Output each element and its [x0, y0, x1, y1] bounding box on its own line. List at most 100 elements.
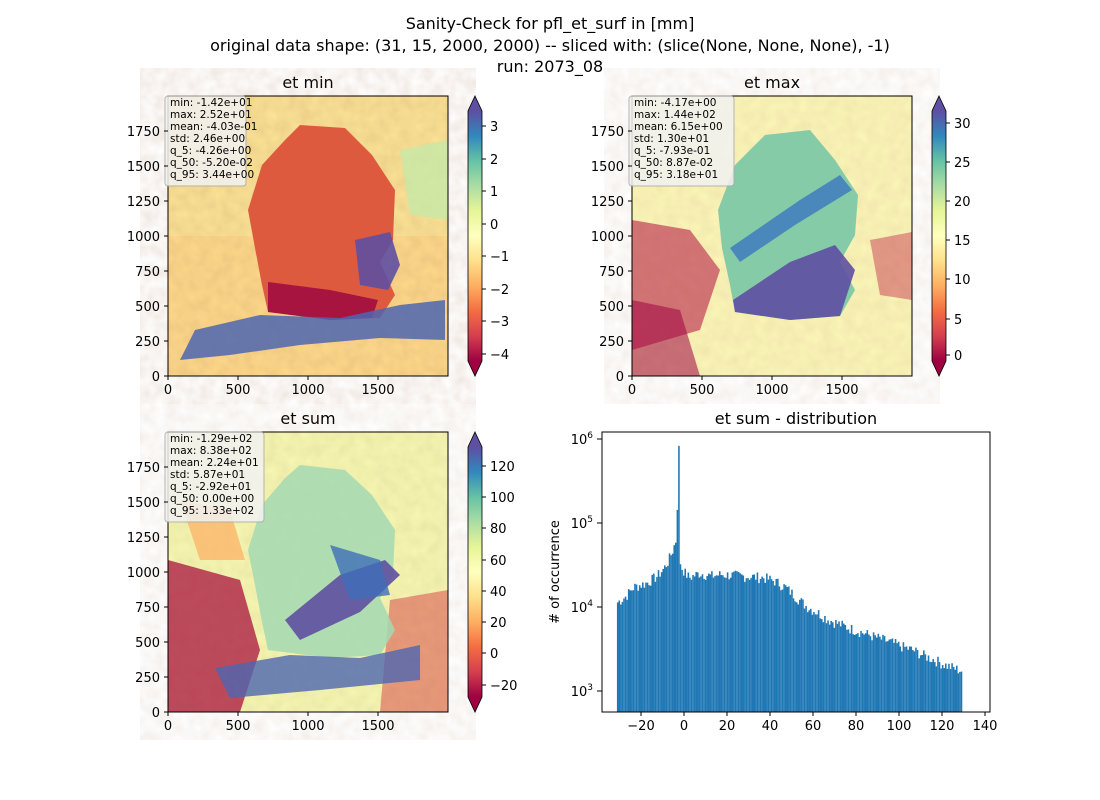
colorbar-tick-label: 30	[954, 117, 971, 132]
y-tick: 1750	[591, 125, 632, 140]
colorbar-tick: 0	[482, 647, 498, 662]
histogram-bar	[788, 586, 790, 712]
histogram-bar	[879, 636, 881, 712]
colorbar-tick: −20	[482, 679, 517, 694]
x-axis: −20 0 20 40 60 80 100 120 140	[627, 712, 997, 734]
histogram-bar	[712, 577, 715, 712]
histogram-bar	[836, 623, 839, 712]
x-tick: 500	[690, 376, 714, 398]
stat-q50: q_50: -5.20e-02	[170, 157, 253, 169]
histogram-bar	[626, 599, 628, 712]
x-axis: 0 500 1000 1500	[628, 376, 859, 398]
histogram-bar	[802, 599, 804, 712]
colorbar-tick: −1	[482, 250, 509, 265]
stat-q5: q_5: -4.26e+00	[170, 145, 251, 157]
x-axis: 0 500 1000 1500	[164, 376, 395, 398]
histogram-bar	[954, 669, 957, 712]
histogram-bar	[941, 664, 944, 712]
histogram-bar	[689, 577, 691, 712]
colorbar-tick-label: 3	[490, 120, 498, 135]
y-tick: 1500	[127, 496, 168, 511]
colorbar-tick-label: 80	[490, 522, 507, 537]
histogram-bar	[885, 641, 887, 712]
colorbar-tick-label: 120	[490, 460, 515, 475]
histogram-bar	[789, 594, 792, 712]
x-tick-label: 0	[164, 383, 172, 398]
stat-std: std: 2.46e+00	[170, 133, 245, 145]
stat-std: std: 1.30e+01	[634, 133, 709, 145]
y-tick: 1500	[591, 160, 632, 175]
colorbar-tick: 1	[482, 185, 498, 200]
histogram-bar	[767, 579, 770, 712]
histogram-bar	[816, 614, 818, 712]
histogram-bar	[847, 629, 850, 712]
colorbar-tick-label: −2	[490, 283, 509, 298]
x-tick: 100	[887, 712, 911, 734]
histogram-bar	[926, 660, 928, 712]
y-axis-label: # of occurrence	[548, 520, 563, 624]
histogram-bar	[938, 662, 941, 712]
x-tick: −20	[627, 712, 655, 734]
x-tick: 0	[628, 376, 636, 398]
x-tick-label: −20	[627, 719, 654, 734]
figure-title-line-1: Sanity-Check for pfl_et_surf in [mm]	[406, 14, 695, 34]
histogram-bar	[707, 573, 710, 712]
stat-q50: q_50: 8.87e-02	[634, 157, 713, 169]
histogram-bar	[737, 571, 740, 712]
heatmap-image	[167, 95, 449, 377]
histogram-bar	[844, 625, 847, 712]
histogram-bar	[852, 634, 854, 712]
histogram-bar	[656, 576, 658, 712]
histogram-bar	[667, 565, 669, 712]
x-tick-label: 140	[973, 719, 998, 734]
y-tick: 1000	[127, 230, 168, 245]
y-tick-label: 750	[135, 601, 160, 616]
y-tick-label: 500	[135, 636, 160, 651]
colorbar-tick: 100	[482, 491, 515, 506]
stat-max: max: 2.52e+01	[170, 109, 252, 121]
colorbar-tick: −2	[482, 283, 509, 298]
histogram-bar	[899, 646, 902, 712]
histogram-bar	[751, 574, 754, 712]
histogram-bar	[905, 646, 908, 712]
colorbar-tick: 15	[946, 234, 971, 249]
y-tick-label: 1250	[591, 195, 624, 210]
histogram-bar	[664, 565, 666, 712]
histogram-bar	[799, 599, 801, 712]
histogram-bar	[651, 574, 654, 712]
histogram-bar	[904, 646, 906, 712]
histogram-bar	[813, 612, 815, 712]
colorbar-tick-label: 0	[954, 349, 962, 364]
histogram-bar	[858, 636, 861, 712]
histogram-bar	[915, 647, 917, 712]
histogram-bar	[943, 668, 946, 712]
colorbar-tick: 25	[946, 156, 971, 171]
x-tick: 0	[164, 712, 172, 734]
colorbar-tick: 20	[946, 195, 971, 210]
histogram-bar	[698, 577, 701, 712]
histogram-bar	[766, 573, 768, 712]
histogram-bar	[930, 662, 933, 712]
histogram-bar	[952, 666, 955, 712]
histogram-bar	[693, 576, 696, 712]
histogram-bar	[733, 571, 735, 712]
y-tick: 1250	[591, 195, 632, 210]
y-tick-label: 250	[135, 671, 160, 686]
panel-title: et sum	[280, 409, 335, 428]
y-tick-label: 0	[616, 370, 624, 385]
histogram-bar	[675, 542, 677, 712]
colorbar-tick: −4	[482, 348, 509, 363]
histogram-bar	[921, 654, 924, 712]
histogram-bar	[649, 585, 652, 712]
histogram-bar	[827, 620, 829, 712]
histogram-bar	[648, 585, 650, 712]
x-tick: 1500	[825, 376, 859, 398]
histogram-bar	[701, 574, 704, 712]
histogram-bar	[759, 578, 762, 712]
histogram-bar	[786, 587, 789, 712]
colorbar-tick: 0	[482, 218, 498, 233]
y-axis: 0 250 500 750 1000 1250 1500 1750	[127, 461, 168, 721]
x-tick: 1500	[361, 376, 395, 398]
histogram-bar	[618, 600, 621, 712]
histogram-bar	[800, 598, 803, 712]
